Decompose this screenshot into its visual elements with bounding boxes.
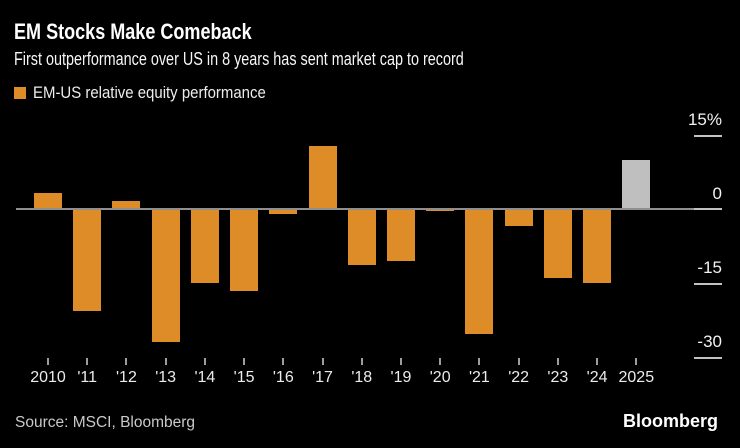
y-tick-label--15: -15 — [697, 257, 722, 277]
x-tick-'19 — [399, 358, 402, 365]
x-label-'13: '13 — [155, 369, 177, 386]
x-tick-'17 — [321, 358, 324, 365]
bar-'11 — [73, 209, 102, 312]
bar-'15 — [230, 209, 259, 292]
x-tick-2010 — [47, 358, 49, 365]
source-text: Source: MSCI, Bloomberg — [15, 414, 196, 431]
x-tick-'20 — [439, 358, 442, 365]
y-tick--15 — [694, 282, 722, 285]
y-tick-label--30: -30 — [697, 331, 722, 351]
y-tick--30 — [694, 356, 722, 359]
x-label-'16: '16 — [272, 369, 294, 386]
bar-'24 — [583, 209, 612, 284]
bar-'20 — [426, 209, 455, 212]
x-tick-'16 — [282, 358, 285, 365]
bar-'21 — [465, 209, 494, 335]
x-tick-'14 — [203, 358, 206, 365]
x-tick-'21 — [478, 358, 481, 365]
x-label-2025: 2025 — [618, 369, 655, 386]
x-tick-'23 — [556, 358, 559, 365]
legend: EM-US relative equity performance — [14, 83, 298, 102]
bar-'16 — [269, 209, 298, 214]
x-label-'11: '11 — [77, 369, 98, 386]
x-label-'22: '22 — [508, 369, 530, 386]
bar-'19 — [386, 209, 415, 262]
bar-'14 — [190, 209, 219, 283]
x-tick-'22 — [517, 358, 520, 365]
x-label-'17: '17 — [312, 369, 333, 386]
y-tick-label-15: 15% — [687, 110, 722, 130]
x-tick-'13 — [164, 358, 167, 365]
x-label-'21: '21 — [468, 369, 490, 386]
x-label-'23: '23 — [547, 369, 569, 386]
chart-subtitle: First outperformance over US in 8 years … — [14, 49, 464, 69]
x-tick-'15 — [243, 358, 246, 365]
bar-'23 — [543, 209, 572, 279]
x-label-'24: '24 — [586, 369, 608, 386]
y-tick-label-0: 0 — [712, 184, 722, 203]
bar-'12 — [112, 201, 141, 209]
bar-'13 — [151, 209, 180, 343]
x-tick-'24 — [596, 358, 599, 365]
chart-title: EM Stocks Make Comeback — [14, 19, 252, 44]
x-label-'14: '14 — [194, 369, 216, 386]
legend-label: EM-US relative equity performance — [33, 83, 266, 102]
legend-swatch-icon — [14, 87, 26, 99]
x-label-'12: '12 — [116, 369, 137, 386]
y-tick-15 — [694, 135, 722, 138]
bar-2010 — [34, 192, 62, 209]
x-tick-'18 — [360, 358, 363, 365]
x-tick-2025 — [635, 358, 638, 365]
x-label-'20: '20 — [429, 369, 451, 386]
zero-axis-line — [16, 208, 722, 210]
x-label-'19: '19 — [390, 369, 412, 386]
bar-'22 — [504, 209, 533, 226]
x-tick-'12 — [125, 358, 128, 365]
y-tick-0 — [694, 208, 722, 210]
x-tick-'11 — [86, 358, 89, 365]
x-label-'15: '15 — [233, 369, 255, 386]
x-label-'18: '18 — [351, 369, 373, 386]
bar-'18 — [347, 209, 376, 265]
x-label-2010: 2010 — [30, 369, 66, 386]
bar-'17 — [308, 145, 337, 209]
bar-2025 — [622, 159, 651, 209]
bloomberg-logo: Bloomberg — [622, 411, 718, 431]
